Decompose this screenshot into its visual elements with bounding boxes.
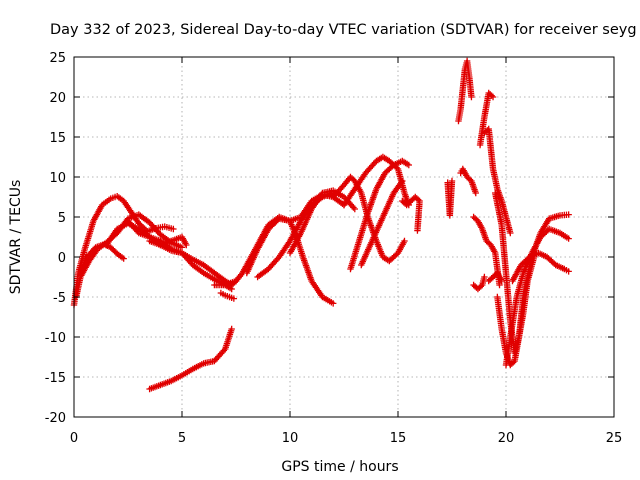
x-tick-label: 10 <box>282 431 299 446</box>
series-arc20 <box>457 166 479 196</box>
y-tick-label: -15 <box>45 371 66 386</box>
series-arc23 <box>477 90 496 148</box>
x-tick-label: 15 <box>390 431 407 446</box>
y-tick-label: -10 <box>45 331 66 346</box>
vtec-variation-chart: 0 5 10 15 20 25 -20 -15 -10 -5 0 5 10 15 20 25 Day 332 … <box>0 0 640 480</box>
series-arc17 <box>399 194 423 234</box>
y-tick-label: 20 <box>49 91 66 106</box>
y-tick-label: 10 <box>49 171 66 186</box>
y-axis-label: SDTVAR / TECUs <box>8 180 24 295</box>
x-tick-label: 0 <box>70 431 78 446</box>
data-points <box>71 58 572 392</box>
y-tick-label: 25 <box>49 51 66 66</box>
y-tick-label: 15 <box>49 131 66 146</box>
series-arc19 <box>455 58 474 124</box>
x-axis-label: GPS time / hours <box>281 459 398 475</box>
series-arc24 <box>481 126 513 236</box>
series-arc7 <box>146 326 234 392</box>
chart-title: Day 332 of 2023, Sidereal Day-to-day VTE… <box>50 22 637 38</box>
y-tick-label: 5 <box>58 211 66 226</box>
y-tick-label: -5 <box>53 291 66 306</box>
series-arc22 <box>470 274 487 292</box>
series-arc18 <box>444 178 455 219</box>
series-arc8 <box>218 290 237 302</box>
y-tick-label: -20 <box>45 411 66 426</box>
y-tick-label: 0 <box>58 251 66 266</box>
x-tick-label: 25 <box>606 431 623 446</box>
x-tick-label: 5 <box>178 431 186 446</box>
series-arc1 <box>71 193 177 308</box>
x-tick-label: 20 <box>498 431 515 446</box>
